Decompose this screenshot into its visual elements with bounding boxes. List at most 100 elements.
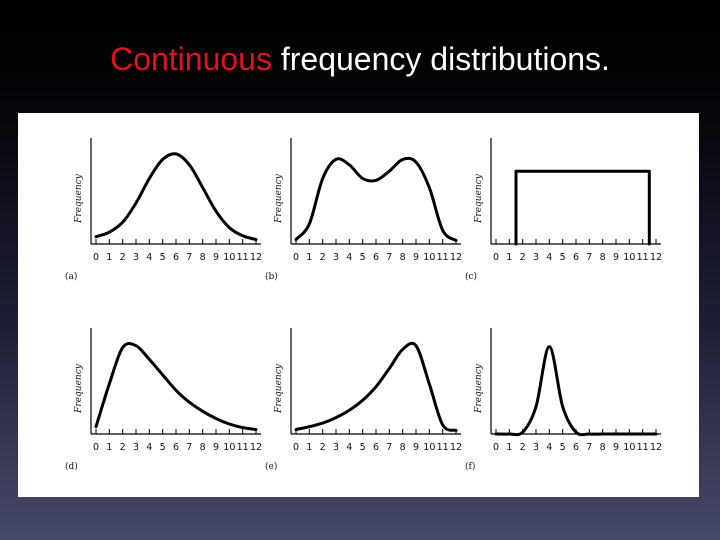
x-tick-label: 7 (586, 252, 592, 263)
x-tick-label: 3 (533, 442, 539, 453)
x-tick-label: 3 (133, 252, 139, 263)
x-tick-label: 12 (250, 442, 262, 453)
x-tick-label: 0 (493, 442, 499, 453)
x-tick-label: 5 (560, 442, 566, 453)
y-axis-title: Frequency (74, 173, 84, 224)
x-tick-label: 5 (160, 252, 166, 263)
x-tick-label: 11 (237, 442, 249, 453)
x-tick-label: 1 (106, 252, 112, 263)
x-tick-label: 5 (360, 252, 366, 263)
x-tick-label: 2 (120, 252, 126, 263)
x-tick-label: 3 (333, 442, 339, 453)
x-tick-label: 12 (650, 442, 662, 453)
x-tick-label: 11 (437, 252, 449, 263)
x-tick-label: 2 (520, 442, 526, 453)
x-tick-label: 1 (306, 442, 312, 453)
panel-label: (f) (465, 461, 475, 472)
x-tick-label: 0 (93, 442, 99, 453)
x-tick-label: 11 (437, 442, 449, 453)
x-tick-label: 4 (146, 442, 152, 453)
x-tick-label: 1 (106, 442, 112, 453)
x-tick-label: 0 (93, 252, 99, 263)
x-tick-label: 6 (573, 252, 579, 263)
panel-label: (d) (65, 461, 78, 472)
x-tick-label: 2 (120, 442, 126, 453)
panel-label: (e) (265, 461, 277, 472)
x-tick-label: 7 (186, 442, 192, 453)
x-tick-label: 10 (623, 442, 635, 453)
x-tick-label: 12 (450, 442, 462, 453)
x-tick-label: 7 (586, 442, 592, 453)
x-tick-label: 4 (346, 252, 352, 263)
x-tick-label: 0 (293, 442, 299, 453)
x-tick-label: 0 (493, 252, 499, 263)
x-tick-label: 7 (386, 252, 392, 263)
x-tick-label: 0 (293, 252, 299, 263)
x-tick-label: 6 (373, 252, 379, 263)
x-tick-label: 9 (613, 442, 619, 453)
x-tick-label: 8 (600, 442, 606, 453)
x-tick-label: 5 (160, 442, 166, 453)
x-tick-label: 7 (186, 252, 192, 263)
x-tick-label: 12 (250, 252, 262, 263)
distribution-curve (94, 342, 258, 431)
x-tick-label: 3 (133, 442, 139, 453)
x-tick-label: 2 (320, 442, 326, 453)
y-axis-title: Frequency (474, 363, 484, 414)
distribution-curve (294, 341, 458, 432)
figure-panel: 0 1 2 3 4 5 6 7 8 9 10 11 12 Frequency (a) 0 1 2 3 4 5 6 7 8 9 10… (18, 113, 699, 497)
x-tick-label: 7 (386, 442, 392, 453)
panel-label: (c) (465, 271, 477, 282)
x-tick-label: 5 (560, 252, 566, 263)
x-tick-label: 3 (533, 252, 539, 263)
x-tick-label: 6 (173, 252, 179, 263)
distribution-curve (94, 152, 258, 241)
slide-title: Continuous frequency distributions. (0, 40, 720, 78)
x-tick-label: 2 (320, 252, 326, 263)
panel-label: (a) (65, 271, 77, 282)
x-tick-label: 8 (400, 252, 406, 263)
y-axis-title: Frequency (274, 363, 284, 414)
x-tick-label: 8 (600, 252, 606, 263)
x-tick-label: 4 (546, 442, 552, 453)
x-tick-label: 8 (200, 252, 206, 263)
x-tick-label: 6 (573, 442, 579, 453)
distribution-curve (294, 156, 458, 242)
x-tick-label: 11 (637, 252, 649, 263)
x-tick-label: 10 (223, 252, 235, 263)
title-accent-word: Continuous (110, 41, 272, 77)
x-tick-label: 10 (623, 252, 635, 263)
x-tick-label: 6 (373, 442, 379, 453)
x-tick-label: 10 (423, 442, 435, 453)
x-tick-label: 4 (346, 442, 352, 453)
x-tick-label: 9 (613, 252, 619, 263)
distribution-curve (494, 345, 658, 437)
x-tick-label: 5 (360, 442, 366, 453)
x-tick-label: 12 (650, 252, 662, 263)
x-tick-label: 4 (146, 252, 152, 263)
x-tick-label: 11 (237, 252, 249, 263)
y-axis-title: Frequency (74, 363, 84, 414)
x-tick-label: 11 (637, 442, 649, 453)
x-tick-label: 1 (506, 442, 512, 453)
x-tick-label: 3 (333, 252, 339, 263)
x-tick-label: 2 (520, 252, 526, 263)
x-tick-label: 1 (506, 252, 512, 263)
title-rest: frequency distributions. (271, 41, 610, 77)
x-tick-label: 10 (423, 252, 435, 263)
x-tick-label: 9 (213, 252, 219, 263)
x-tick-label: 12 (450, 252, 462, 263)
x-tick-label: 9 (213, 442, 219, 453)
x-tick-label: 10 (223, 442, 235, 453)
x-tick-label: 9 (413, 442, 419, 453)
panel-label: (b) (265, 271, 278, 282)
x-tick-label: 9 (413, 252, 419, 263)
y-axis-title: Frequency (274, 173, 284, 224)
x-tick-label: 8 (400, 442, 406, 453)
